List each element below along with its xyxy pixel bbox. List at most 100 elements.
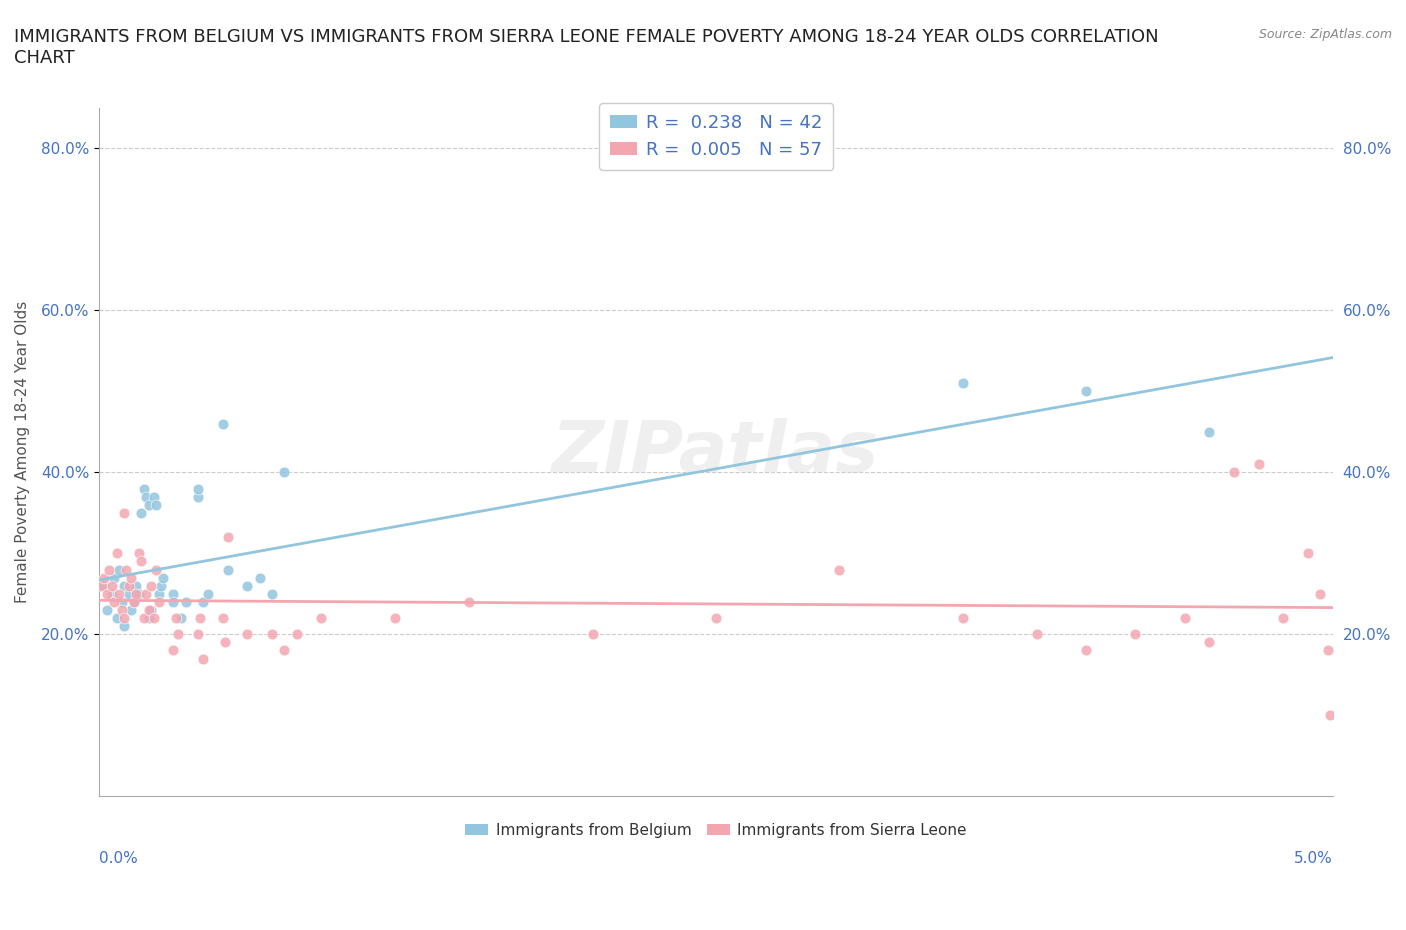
Point xyxy=(190,611,212,626)
Text: 0.0%: 0.0% xyxy=(100,851,138,866)
Point xyxy=(152,570,174,585)
Point xyxy=(582,627,605,642)
Point xyxy=(112,578,135,593)
Point xyxy=(187,627,209,642)
Point xyxy=(148,586,170,601)
Point xyxy=(704,611,727,626)
Point xyxy=(273,643,295,658)
Point xyxy=(162,586,184,601)
Point xyxy=(384,611,406,626)
Point xyxy=(122,594,145,609)
Point xyxy=(211,417,233,432)
Point xyxy=(150,578,173,593)
Point xyxy=(170,611,193,626)
Text: ZIPatlas: ZIPatlas xyxy=(553,418,880,486)
Point xyxy=(191,651,214,666)
Point xyxy=(90,578,112,593)
Point xyxy=(105,546,128,561)
Point xyxy=(952,611,974,626)
Point xyxy=(214,635,236,650)
Point xyxy=(197,586,219,601)
Point xyxy=(162,594,184,609)
Point xyxy=(138,498,160,512)
Point xyxy=(148,594,170,609)
Point xyxy=(1272,611,1295,626)
Point xyxy=(103,594,125,609)
Point xyxy=(110,594,132,609)
Point xyxy=(138,611,160,626)
Point xyxy=(162,643,184,658)
Point xyxy=(128,546,150,561)
Point xyxy=(118,578,141,593)
Point xyxy=(142,489,165,504)
Point xyxy=(1316,643,1339,658)
Point xyxy=(139,603,162,618)
Point xyxy=(93,578,115,593)
Point xyxy=(285,627,308,642)
Point xyxy=(138,603,160,618)
Point xyxy=(125,586,148,601)
Point xyxy=(145,562,167,577)
Point xyxy=(311,611,333,626)
Point xyxy=(236,578,259,593)
Point xyxy=(211,611,233,626)
Point xyxy=(129,554,152,569)
Point xyxy=(174,594,197,609)
Point xyxy=(118,586,141,601)
Point xyxy=(108,562,131,577)
Point xyxy=(139,578,162,593)
Point xyxy=(132,611,155,626)
Point xyxy=(98,562,121,577)
Point xyxy=(1074,384,1097,399)
Point xyxy=(100,586,122,601)
Point xyxy=(96,603,118,618)
Point xyxy=(217,562,239,577)
Point xyxy=(100,578,122,593)
Point xyxy=(165,611,187,626)
Point xyxy=(1125,627,1147,642)
Text: 5.0%: 5.0% xyxy=(1294,851,1333,866)
Point xyxy=(112,505,135,520)
Point xyxy=(273,465,295,480)
Point xyxy=(108,586,131,601)
Point xyxy=(132,481,155,496)
Point xyxy=(1074,643,1097,658)
Point xyxy=(1247,457,1270,472)
Point xyxy=(1223,465,1246,480)
Point xyxy=(1025,627,1047,642)
Point xyxy=(115,562,138,577)
Point xyxy=(96,586,118,601)
Point xyxy=(1309,586,1331,601)
Point xyxy=(142,611,165,626)
Text: Source: ZipAtlas.com: Source: ZipAtlas.com xyxy=(1258,28,1392,41)
Point xyxy=(135,586,157,601)
Point xyxy=(187,481,209,496)
Point xyxy=(112,611,135,626)
Point xyxy=(1296,546,1319,561)
Point xyxy=(187,489,209,504)
Text: IMMIGRANTS FROM BELGIUM VS IMMIGRANTS FROM SIERRA LEONE FEMALE POVERTY AMONG 18-: IMMIGRANTS FROM BELGIUM VS IMMIGRANTS FR… xyxy=(14,28,1159,67)
Point xyxy=(167,627,190,642)
Point xyxy=(103,570,125,585)
Point xyxy=(260,627,283,642)
Point xyxy=(112,618,135,633)
Point xyxy=(129,505,152,520)
Point xyxy=(191,594,214,609)
Point xyxy=(145,498,167,512)
Point xyxy=(1198,635,1220,650)
Point xyxy=(260,586,283,601)
Point xyxy=(1174,611,1197,626)
Point xyxy=(952,376,974,391)
Point xyxy=(458,594,481,609)
Point xyxy=(122,594,145,609)
Point xyxy=(828,562,851,577)
Y-axis label: Female Poverty Among 18-24 Year Olds: Female Poverty Among 18-24 Year Olds xyxy=(15,301,30,604)
Point xyxy=(128,586,150,601)
Point xyxy=(120,570,142,585)
Point xyxy=(236,627,259,642)
Point xyxy=(125,578,148,593)
Point xyxy=(1319,708,1341,723)
Point xyxy=(249,570,271,585)
Point xyxy=(93,570,115,585)
Point xyxy=(105,611,128,626)
